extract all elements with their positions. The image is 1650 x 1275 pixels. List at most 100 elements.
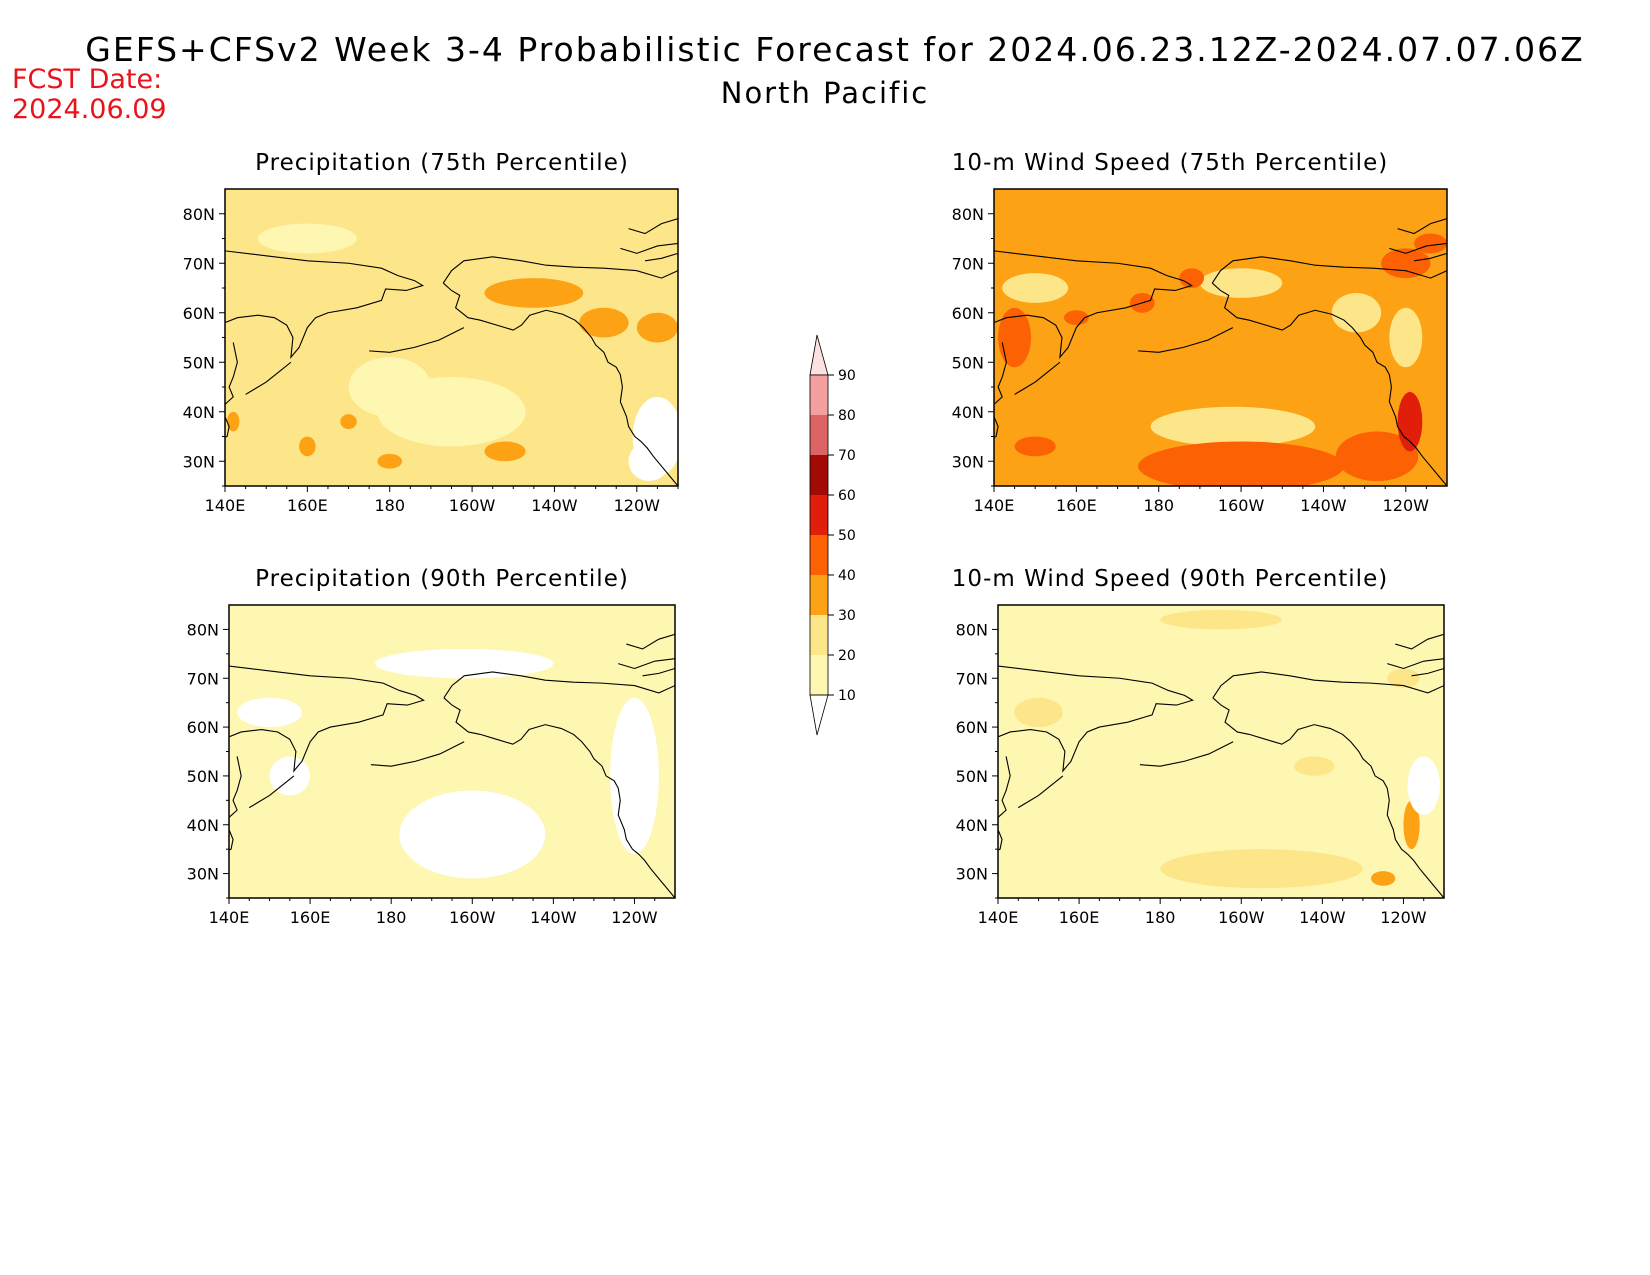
lon-tick-label: 120W (611, 908, 658, 927)
lon-tick-label: 140W (530, 908, 577, 927)
coastline (225, 342, 238, 438)
colorbar-box (810, 455, 828, 495)
coastline (1387, 658, 1444, 670)
coastline (442, 282, 678, 486)
colorbar-tick-label: 40 (838, 568, 856, 584)
lat-tick-label: 60N (187, 718, 219, 737)
map-panel-wind75: 140E 160E 180 160W 140W 120W 80N 70N 60N 50N 40N 30… (952, 188, 1448, 515)
lat-tick-label: 70N (187, 669, 219, 688)
lon-tick-label: 160E (290, 908, 331, 927)
probability-contour (1014, 697, 1063, 728)
probability-contour (484, 278, 584, 308)
colorbar-tick-label: 70 (838, 448, 856, 464)
coastline (225, 250, 425, 360)
probability-contour (227, 411, 240, 432)
lat-tick-label: 40N (956, 816, 988, 835)
lon-tick-label: 140W (1300, 496, 1347, 515)
coastline (626, 633, 675, 650)
map-panel-precip90: 140E 160E 180 160W 140W 120W 80N 70N 60N 50N 40N 30… (187, 604, 676, 927)
colorbar-tick-label: 10 (838, 688, 856, 704)
lat-tick-label: 70N (956, 669, 988, 688)
probability-contour (1014, 436, 1056, 457)
coastline (994, 342, 1007, 438)
probability-contour (257, 223, 357, 254)
probability-contour (318, 731, 384, 772)
map-background (998, 605, 1444, 898)
probability-contour (340, 414, 357, 430)
lat-tick-label: 70N (952, 254, 984, 273)
probability-contour (299, 436, 316, 457)
coastline (618, 658, 675, 670)
colorbar-box (810, 535, 828, 575)
colorbar-bottom-arrow (809, 694, 829, 736)
colorbar-tick-label: 80 (838, 408, 856, 424)
lon-tick-label: 180 (376, 908, 407, 927)
probability-contour (245, 829, 294, 859)
lon-tick-label: 140W (1299, 908, 1346, 927)
probability-contour (610, 697, 659, 855)
coastline (245, 361, 292, 395)
probability-contour (1064, 310, 1089, 326)
probability-contour (1371, 871, 1396, 886)
lon-tick-label: 180 (374, 496, 405, 515)
coastline (1395, 633, 1444, 650)
colorbar-box (810, 415, 828, 455)
lon-tick-label: 180 (1145, 908, 1176, 927)
probability-contour (1331, 292, 1382, 333)
coastline (229, 756, 242, 851)
coastline (370, 741, 465, 767)
lon-tick-label: 140E (205, 496, 246, 515)
lon-tick-label: 140E (974, 496, 1015, 515)
lat-tick-label: 80N (956, 620, 988, 639)
lat-tick-label: 30N (956, 865, 988, 884)
probability-contour (399, 790, 546, 879)
lat-tick-label: 30N (952, 452, 984, 471)
probability-contour (1138, 441, 1345, 486)
probability-contour (348, 357, 431, 417)
probability-contour (1150, 406, 1316, 447)
colorbar-box (810, 615, 828, 655)
probability-contour (628, 441, 670, 482)
coastline (1138, 327, 1234, 353)
lon-tick-label: 160W (449, 908, 496, 927)
lon-tick-label: 140E (978, 908, 1019, 927)
probability-contour (1160, 609, 1282, 630)
probability-contour (1335, 431, 1419, 482)
colorbar-box (810, 375, 828, 415)
fcst-date-value: 2024.06.09 (12, 94, 167, 125)
coastline (1397, 218, 1447, 235)
probability-contour (579, 307, 629, 338)
coastline (628, 218, 678, 235)
coastline (1389, 242, 1447, 254)
lat-tick-label: 80N (187, 620, 219, 639)
colorbar-box (810, 575, 828, 615)
colorbar-tick-label: 90 (838, 368, 856, 384)
probability-contour (1002, 273, 1069, 303)
colorbar-box (810, 655, 828, 695)
probability-contour (484, 441, 526, 462)
coastline (1413, 252, 1447, 262)
lon-tick-label: 160E (1056, 496, 1097, 515)
lon-tick-label: 160W (449, 496, 496, 515)
coastline (1212, 697, 1444, 898)
panel-title-precip90: Precipitation (90th Percentile) (255, 566, 629, 592)
coastline (369, 327, 465, 353)
probability-contour (1387, 668, 1420, 689)
lon-tick-label: 160W (1218, 496, 1265, 515)
lon-tick-label: 180 (1143, 496, 1174, 515)
coastline (642, 667, 675, 677)
probability-contour (1179, 268, 1205, 288)
lat-tick-label: 30N (187, 865, 219, 884)
region-subtitle: North Pacific (720, 76, 930, 110)
coastline (998, 665, 1194, 773)
probability-contour (998, 307, 1032, 368)
fcst-date-label: FCST Date: (12, 64, 163, 95)
probability-contour (1160, 849, 1363, 889)
lat-tick-label: 40N (183, 403, 215, 422)
map-panel-wind90: 140E 160E 180 160W 140W 120W 80N 70N 60N 50N 40N 30… (956, 604, 1445, 927)
lat-tick-label: 80N (952, 205, 984, 224)
lon-tick-label: 160W (1218, 908, 1265, 927)
colorbar-box (810, 495, 828, 535)
coastline (442, 256, 678, 284)
